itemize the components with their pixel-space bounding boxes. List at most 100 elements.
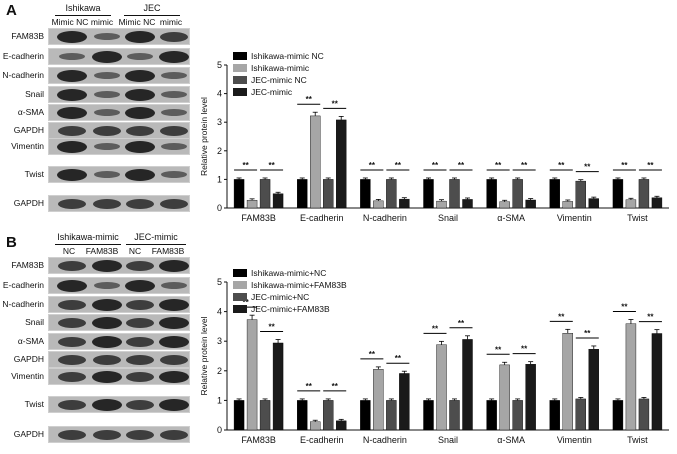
bar	[272, 193, 284, 209]
significance-label: **	[458, 161, 465, 170]
legend-label: Ishikawa-mimic	[251, 63, 310, 73]
protein-band	[126, 354, 154, 365]
blot-row-label: α-SMA	[17, 106, 44, 117]
protein-band	[126, 198, 154, 209]
protein-band	[161, 143, 187, 150]
x-tick-label: Vimentin	[557, 435, 592, 445]
legend-swatch	[233, 281, 247, 289]
y-tick-label: 1	[217, 174, 222, 184]
significance-label: **	[621, 302, 628, 311]
protein-band	[58, 260, 86, 271]
protein-band	[92, 259, 122, 272]
panel-a-letter: A	[6, 2, 17, 19]
bar	[323, 179, 334, 209]
protein-band	[125, 168, 155, 181]
blot-row-label: Snail	[25, 88, 44, 99]
protein-band	[161, 171, 187, 178]
bar	[588, 198, 599, 209]
significance-label: **	[495, 345, 502, 354]
protein-band	[126, 317, 154, 328]
x-tick-label: Twist	[627, 213, 648, 223]
protein-band	[94, 171, 120, 178]
y-tick-label: 5	[217, 277, 222, 287]
protein-band	[160, 354, 188, 365]
protein-band	[92, 298, 122, 311]
blot-strip	[48, 67, 190, 84]
protein-band	[159, 316, 189, 329]
bar	[272, 342, 284, 431]
blot-row-label: α-SMA	[17, 335, 44, 346]
protein-band	[159, 50, 189, 63]
lane-label: mimic	[90, 17, 114, 27]
significance-label: **	[332, 99, 339, 108]
protein-band	[92, 370, 122, 383]
bar	[549, 400, 560, 431]
protein-band	[57, 168, 87, 181]
bar	[297, 400, 308, 431]
blot-row-label: GAPDH	[13, 197, 44, 208]
protein-band	[159, 398, 189, 411]
y-tick-label: 4	[217, 307, 222, 317]
protein-band	[58, 317, 86, 328]
bar	[399, 373, 410, 431]
blot-strip	[48, 426, 190, 443]
bar	[297, 179, 308, 209]
bar	[486, 179, 497, 209]
protein-band	[92, 398, 122, 411]
protein-band	[126, 371, 154, 382]
protein-band	[93, 198, 121, 209]
protein-band	[94, 33, 120, 40]
legend-swatch	[233, 293, 247, 301]
protein-band	[92, 316, 122, 329]
bar-chart-panel-a: 0 1 2 3 4 5 Relative protein level FAM83B ** ** E-…	[199, 51, 669, 223]
protein-band	[94, 282, 120, 289]
bar	[638, 179, 650, 209]
y-tick-label: 0	[217, 203, 222, 213]
protein-band	[58, 125, 86, 136]
protein-band	[161, 282, 187, 289]
y-tick-label: 2	[217, 146, 222, 156]
x-tick-label: Vimentin	[557, 213, 592, 223]
significance-label: **	[395, 161, 402, 170]
protein-band	[93, 125, 121, 136]
blot-strip	[48, 48, 190, 65]
significance-label: **	[495, 161, 502, 170]
significance-label: **	[306, 95, 313, 104]
protein-band	[159, 298, 189, 311]
protein-band	[125, 140, 155, 153]
significance-label: **	[647, 313, 654, 322]
bar	[399, 198, 410, 209]
bar	[512, 400, 523, 431]
protein-band	[125, 88, 155, 101]
blot-strip	[48, 333, 190, 350]
protein-band	[160, 198, 188, 209]
group-label-ishikawa: Ishikawa	[65, 3, 101, 13]
protein-band	[57, 106, 87, 119]
blot-strip	[48, 396, 190, 413]
x-tick-label: α-SMA	[497, 435, 525, 445]
blot-strip	[48, 314, 190, 331]
protein-band	[94, 72, 120, 79]
lane-label: NC	[62, 246, 76, 256]
group-label-jec: JEC	[143, 3, 161, 13]
x-tick-label: N-cadherin	[363, 213, 407, 223]
y-axis-label: Relative protein level	[199, 97, 209, 176]
blot-row-label: GAPDH	[13, 428, 44, 439]
blot-strip	[48, 86, 190, 103]
significance-label: **	[369, 350, 376, 359]
significance-label: **	[268, 322, 275, 331]
bar	[462, 339, 473, 431]
protein-band	[159, 335, 189, 348]
group-underline	[126, 244, 186, 245]
protein-band	[92, 335, 122, 348]
significance-label: **	[268, 161, 275, 170]
blot-row-label: E-cadherin	[2, 50, 44, 61]
legend-swatch	[233, 88, 247, 96]
protein-band	[126, 399, 154, 410]
blot-row-label: Snail	[25, 316, 44, 327]
protein-band	[58, 354, 86, 365]
blot-row-label: Vimentin	[11, 140, 44, 151]
x-tick-label: FAM83B	[241, 213, 276, 223]
blot-strip	[48, 166, 190, 183]
significance-label: **	[432, 324, 439, 333]
